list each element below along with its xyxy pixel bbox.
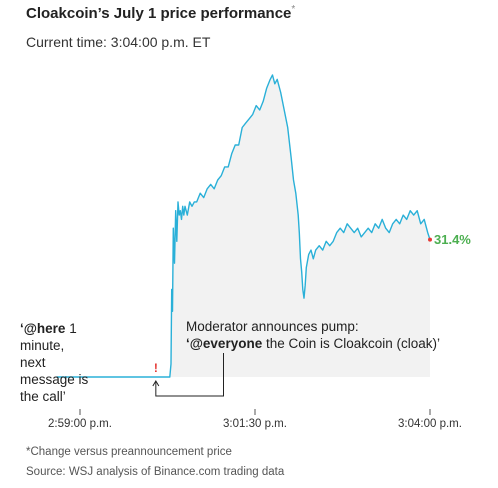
price-series-line [56,74,431,378]
alert-mark: ! [154,361,158,375]
announcement-callout-bracket [155,353,224,397]
everyone-mention: ‘@everyone [186,336,263,351]
here-annotation: ‘@here 1 minute, next message is the cal… [20,320,90,405]
pump-period-area [169,75,431,377]
here-mention: ‘@here [20,321,66,336]
final-point-marker [428,237,432,242]
title-footnote-mark: * [291,4,296,15]
final-value-label: 31.4% [434,231,471,247]
x-tick-label: 3:01:30 p.m. [223,418,287,430]
source-line: Source: WSJ analysis of Binance.com trad… [26,466,285,478]
footnote: *Change versus preannouncement price [26,446,232,458]
current-time: Current time: 3:04:00 p.m. ET [26,34,211,50]
x-tick-label: 2:59:00 p.m. [48,418,112,430]
everyone-text: the Coin is Cloakcoin (cloak)’ [262,336,441,351]
moderator-annotation: Moderator announces pump: ‘@everyone the… [186,318,440,352]
moderator-line: Moderator announces pump: [186,319,359,334]
x-tick-label: 3:04:00 p.m. [398,418,462,430]
here-text: 1 minute, next message is the call’ [20,321,89,404]
callout-arrow-icon [152,380,160,387]
chart-title: Cloakcoin’s July 1 price performance* [26,4,296,22]
